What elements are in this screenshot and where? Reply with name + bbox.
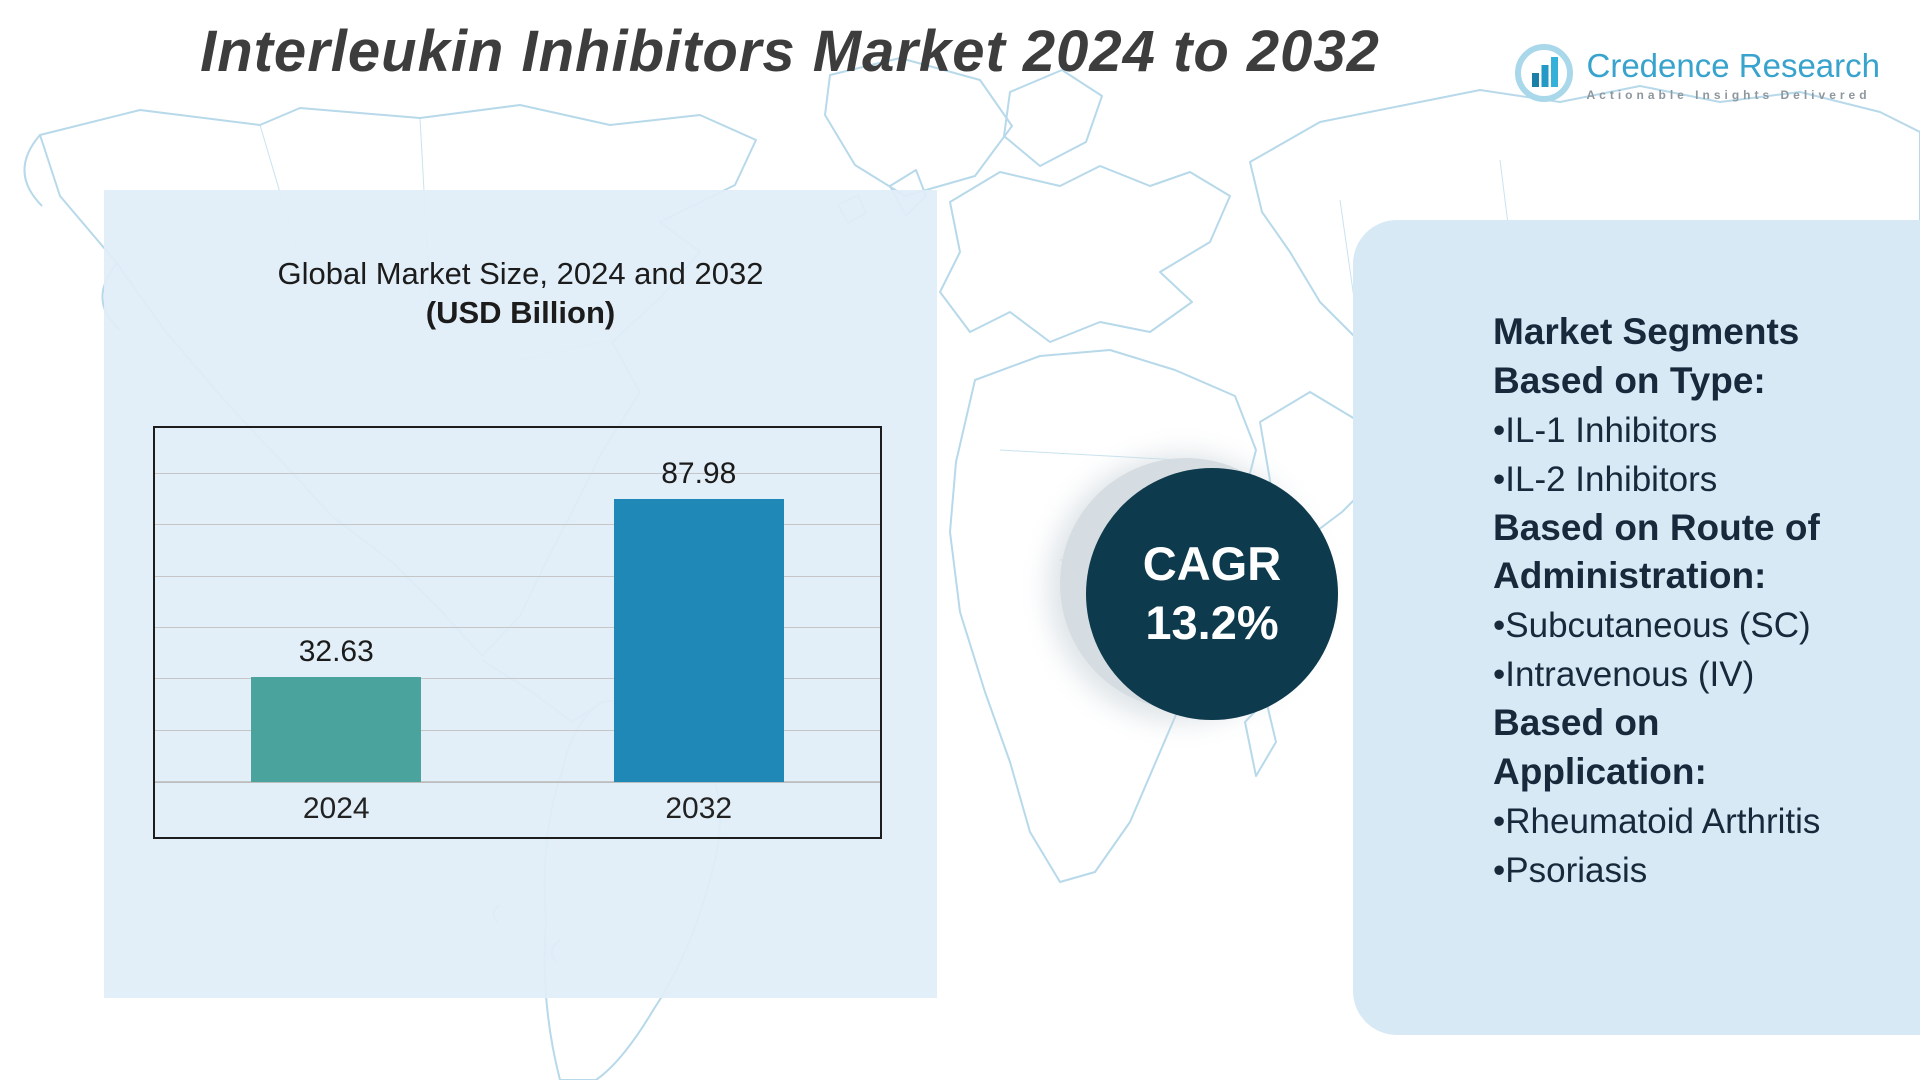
gridline bbox=[155, 473, 880, 475]
credence-research-logo: Credence Research Actionable Insights De… bbox=[1513, 42, 1881, 109]
bar bbox=[251, 677, 422, 782]
gridline bbox=[155, 678, 880, 680]
gridline bbox=[155, 729, 880, 731]
segment-item: •Rheumatoid Arthritis bbox=[1493, 801, 1821, 841]
cagr-badge: CAGR 13.2% bbox=[1086, 468, 1338, 720]
bar-value-label: 87.98 bbox=[661, 456, 737, 490]
chart-title: Global Market Size, 2024 and 2032 bbox=[277, 256, 764, 291]
segment-heading: Based on Application: bbox=[1493, 702, 1707, 793]
gridline bbox=[155, 627, 880, 629]
bar-category-label: 2024 bbox=[302, 792, 370, 825]
segment-item: •IL-1 Inhibitors bbox=[1493, 410, 1718, 450]
bar-group: 87.98 bbox=[518, 428, 881, 782]
bar-chart-plot: 32.63 87.98 bbox=[155, 428, 880, 783]
cagr-label: CAGR bbox=[1142, 537, 1282, 591]
bar-chart-logo-icon bbox=[1513, 42, 1575, 109]
gridline bbox=[155, 575, 880, 577]
segment-item: •IL-2 Inhibitors bbox=[1493, 459, 1718, 499]
page-title: Interleukin Inhibitors Market 2024 to 20… bbox=[200, 19, 1380, 84]
cagr-value: 13.2% bbox=[1145, 596, 1279, 649]
chart-subtitle: (USD Billion) bbox=[425, 295, 616, 331]
logo-tagline: Actionable Insights Delivered bbox=[1586, 87, 1871, 102]
bar-category-label: 2032 bbox=[665, 792, 733, 825]
market-size-panel: Global Market Size, 2024 and 2032 (USD B… bbox=[104, 190, 937, 998]
gridline bbox=[155, 781, 880, 782]
segment-item: •Subcutaneous (SC) bbox=[1493, 606, 1811, 646]
logo-name: Credence Research bbox=[1586, 47, 1881, 85]
segments-list: Market Segments Based on Type: •IL-1 Inhi… bbox=[1493, 308, 1920, 895]
segment-heading: Market Segments Based on Type: bbox=[1493, 311, 1800, 401]
bar-chart: 32.63 87.98 2024 2032 bbox=[153, 426, 882, 839]
segment-item: •Psoriasis bbox=[1493, 850, 1648, 890]
gridline bbox=[155, 524, 880, 526]
bar-group: 32.63 bbox=[155, 428, 518, 782]
market-segments-panel: Market Segments Based on Type: •IL-1 Inhi… bbox=[1353, 220, 1920, 1035]
segment-heading: Based on Route of Administration: bbox=[1493, 506, 1820, 597]
bar bbox=[613, 498, 784, 782]
segment-item: •Intravenous (IV) bbox=[1493, 655, 1755, 695]
bar-value-label: 32.63 bbox=[298, 635, 374, 668]
